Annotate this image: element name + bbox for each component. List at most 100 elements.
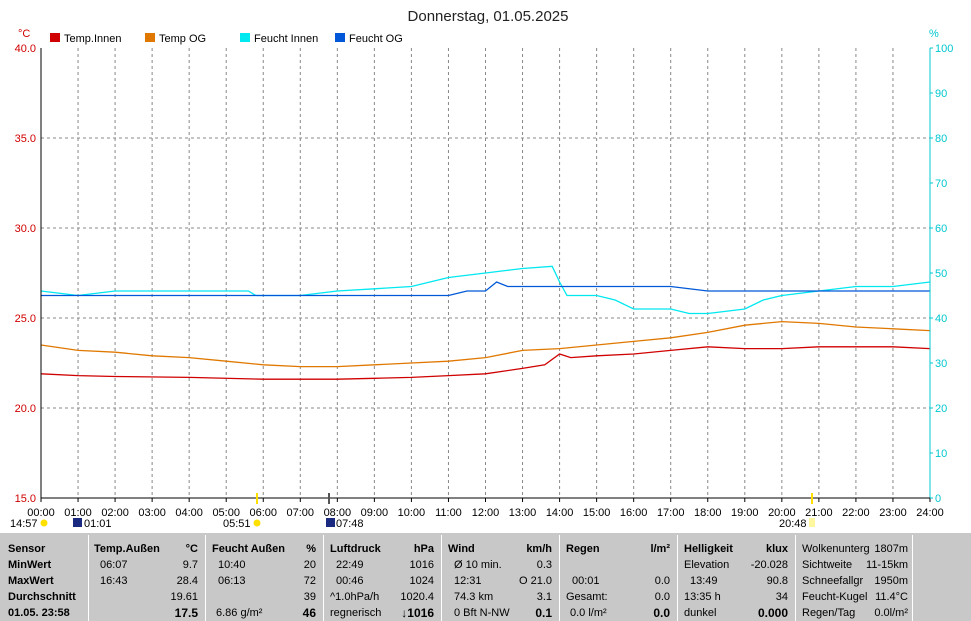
sunrise-icon	[253, 519, 261, 527]
legend-label-feucht-innen: Feucht Innen	[254, 33, 318, 45]
weather-chart: Donnerstag, 01.05.2025 °C % Temp.Innen T…	[10, 8, 954, 530]
extra-cloud-value: 1807m	[874, 543, 908, 555]
right-tick-label: 80	[935, 133, 947, 145]
legend-label-feucht-og: Feucht OG	[349, 33, 403, 45]
temp-avg-value: 19.61	[170, 591, 198, 603]
temp-max-value: 28.4	[176, 575, 198, 587]
x-tick-label: 00:00	[27, 507, 55, 519]
druck-max-value: 1024	[409, 575, 434, 587]
right-tick-label: 20	[935, 403, 947, 415]
hell-duration-value: 34	[775, 591, 788, 603]
sun-moon-markers: 14:57 01:01 05:51 07:48 20:48	[10, 493, 815, 530]
series-line-3	[41, 281, 930, 297]
right-tick-label: 70	[935, 178, 947, 190]
hell-elevation-label: Elevation	[684, 559, 730, 571]
hell-unit: klux	[765, 543, 788, 555]
extra-snow-label: Schneefallgr	[802, 575, 864, 587]
sensor-now-label: 01.05. 23:58	[8, 607, 70, 619]
left-unit-label: °C	[18, 28, 30, 40]
sunrise-label: 05:51	[223, 518, 251, 530]
sunset-label: 20:48	[779, 518, 807, 530]
x-tick-label: 24:00	[916, 507, 944, 519]
hell-now-value: 0.000	[757, 606, 788, 620]
wind-distance-value: 3.1	[536, 591, 552, 603]
druck-min-time: 22:49	[336, 559, 364, 571]
extra-wetbulb-value: 11.4°C	[875, 591, 908, 603]
feucht-min-value: 20	[303, 559, 316, 571]
druck-max-time: 00:46	[336, 575, 364, 587]
extra-cloud-label: Wolkenunterg	[802, 543, 870, 555]
feucht-max-time: 06:13	[218, 575, 246, 587]
right-tick-label: 100	[935, 43, 953, 55]
temp-unit: °C	[185, 543, 198, 555]
wind-beaufort: 0 Bft N-NW	[454, 607, 510, 619]
druck-head: Luftdruck	[330, 543, 381, 555]
right-unit-label: %	[929, 28, 939, 40]
right-tick-label: 50	[935, 268, 947, 280]
right-tick-label: 10	[935, 448, 947, 460]
series-line-1	[40, 320, 931, 368]
x-tick-label: 22:00	[842, 507, 870, 519]
series-line-0	[40, 346, 931, 380]
x-tick-label: 15:00	[583, 507, 611, 519]
sensor-head: Sensor	[8, 543, 46, 555]
series-lines	[40, 265, 931, 380]
temp-min-time: 06:07	[100, 559, 128, 571]
feucht-max-value: 72	[303, 575, 316, 587]
x-tick-label: 18:00	[694, 507, 722, 519]
moonrise-label: 07:48	[336, 518, 364, 530]
x-tick-label: 02:00	[101, 507, 129, 519]
tick-labels: 00:00 01:00 02:00 03:00 04:00 05:00 06:00 07:00…	[15, 43, 954, 519]
chart-title: Donnerstag, 01.05.2025	[408, 8, 569, 25]
sensor-avg-label: Durchschnitt	[8, 591, 76, 603]
hell-duration: 13:35 h	[684, 591, 721, 603]
regen-total-value: 0.0	[654, 591, 670, 603]
temp-max-time: 16:43	[100, 575, 128, 587]
x-tick-label: 16:00	[620, 507, 648, 519]
legend-swatch-feucht-og	[335, 33, 345, 42]
sunset-icon	[809, 518, 815, 527]
x-tick-label: 19:00	[731, 507, 759, 519]
regen-head: Regen	[566, 543, 600, 555]
wind-unit: km/h	[526, 543, 552, 555]
x-tick-label: 08:00	[324, 507, 352, 519]
hell-elevation-value: -20.028	[750, 559, 788, 571]
legend-swatch-temp-innen	[50, 33, 60, 42]
feucht-min-time: 10:40	[218, 559, 246, 571]
extra-rain-value: 0.0l/m²	[874, 607, 908, 619]
feucht-unit: %	[306, 543, 316, 555]
sun-icon	[40, 519, 48, 527]
right-tick-label: 60	[935, 223, 947, 235]
wind-gust-value: O 21.0	[518, 575, 552, 587]
extra-snow-value: 1950m	[874, 575, 908, 587]
hell-max-value: 90.8	[766, 575, 788, 587]
series-line-2	[40, 265, 931, 315]
regen-time-value: 0.0	[654, 575, 670, 587]
wind-gust-time: 12:31	[454, 575, 482, 587]
legend: Temp.Innen Temp OG Feucht Innen Feucht O…	[50, 33, 403, 45]
x-tick-label: 06:00	[249, 507, 277, 519]
x-tick-label: 17:00	[657, 507, 685, 519]
left-tick-label: 20.0	[15, 403, 36, 415]
druck-unit: hPa	[413, 543, 434, 555]
druck-min-value: 1016	[409, 559, 434, 571]
wind-distance: 74.3 km	[454, 591, 494, 603]
x-tick-label: 01:00	[64, 507, 92, 519]
legend-swatch-temp-og	[145, 33, 155, 42]
x-tick-label: 21:00	[805, 507, 833, 519]
regen-time: 00:01	[572, 575, 600, 587]
x-tick-label: 13:00	[509, 507, 537, 519]
druck-trend-value: 1020.4	[400, 591, 434, 603]
extra-vis-label: Sichtweite	[802, 559, 853, 571]
feucht-absolute: 6.86 g/m²	[216, 607, 263, 619]
x-tick-label: 03:00	[138, 507, 166, 519]
wind-head: Wind	[448, 543, 475, 555]
legend-swatch-feucht-innen	[240, 33, 250, 42]
sensor-min-label: MinWert	[8, 559, 52, 571]
x-tick-label: 10:00	[398, 507, 426, 519]
left-tick-label: 30.0	[15, 223, 36, 235]
moonrise-icon	[326, 518, 335, 527]
hell-max-time: 13:49	[690, 575, 718, 587]
moonset-label: 01:01	[84, 518, 112, 530]
temp-head: Temp.Außen	[94, 543, 160, 555]
